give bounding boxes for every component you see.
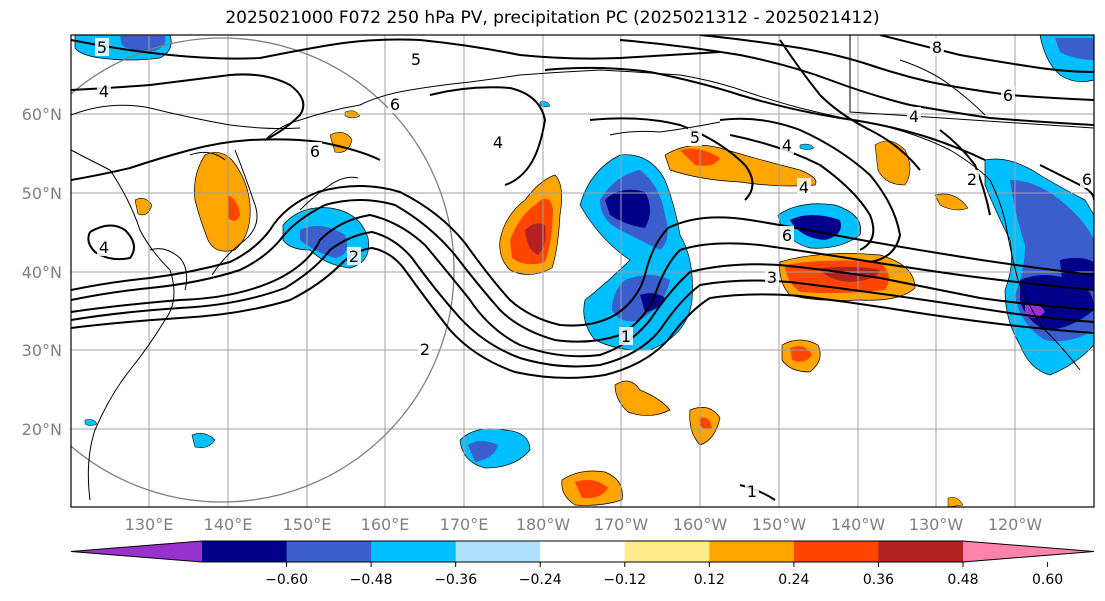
longitude-labels: 130°E 140°E 150°E 160°E 170°E 180°W 170°… [125,515,1043,534]
precip-anomaly-fills [74,35,1094,507]
contour-label: 2 [967,170,977,189]
colorbar-tick-label: −0.36 [434,572,477,588]
lon-label: 140°E [204,515,253,534]
region-box [849,35,1094,129]
contour-label: 1 [621,327,631,346]
colorbar-segment [286,541,372,562]
lon-label: 150°E [283,515,332,534]
map-background [71,35,1094,507]
colorbar-segment [540,541,626,562]
colorbar-tick-label: −0.48 [350,572,393,588]
colorbar-tick-label: 0.60 [1032,572,1063,588]
colorbar-segment [878,541,964,562]
colorbar-segment [793,541,879,562]
colorbar-tick-label: 0.48 [947,572,978,588]
colorbar-tick-label: −0.12 [603,572,646,588]
lat-label: 50°N [22,184,62,203]
pv-contours [71,35,1094,501]
lon-label: 170°W [594,515,649,534]
colorbar-segment [371,541,457,562]
lon-label: 120°W [988,515,1043,534]
latitude-labels: 60°N 50°N 40°N 30°N 20°N [22,105,62,439]
contour-label: 5 [97,38,107,57]
map-frame [70,34,1095,508]
colorbar-tick-label: 0.24 [778,572,809,588]
lon-label: 160°E [361,515,410,534]
contour-label: 4 [799,178,809,197]
contour-label: 4 [99,82,109,101]
lon-label: 130°W [909,515,964,534]
colorbar-tick-label: −0.60 [265,572,308,588]
contour-label: 6 [310,142,320,161]
lon-label: 170°E [440,515,489,534]
contour-label: 2 [349,247,359,266]
radius-circle [71,37,455,503]
colorbar-extend-high [963,541,1094,562]
contour-label: 5 [411,50,421,69]
colorbar-tick-label: −0.24 [519,572,562,588]
contour-label: 4 [909,107,919,126]
lat-label: 30°N [22,341,62,360]
lat-label: 20°N [22,420,62,439]
contour-label: 1 [747,482,757,501]
lon-label: 150°W [752,515,807,534]
contour-label: 8 [932,38,942,57]
thin-contours [71,104,301,161]
colorbar-segment [202,541,288,562]
map-title: 2025021000 F072 250 hPa PV, precipitatio… [225,8,880,28]
contour-label: 4 [493,133,503,152]
lon-label: 140°W [831,515,886,534]
contour-label: 3 [767,268,777,287]
colorbar-extend-low [71,541,202,562]
colorbar-segment [455,541,541,562]
contour-label: 2 [420,340,430,359]
lat-label: 60°N [22,105,62,124]
colorbar-tick-label: 0.36 [863,572,894,588]
colorbar-outline [70,540,1095,563]
contour-label: 6 [390,95,400,114]
contour-label: 4 [99,238,109,257]
contour-label: 6 [1003,86,1013,105]
lat-label: 40°N [22,263,62,282]
contour-label: 6 [1082,170,1092,189]
colorbar-segment [709,541,795,562]
contour-label: 5 [690,128,700,147]
colorbar-segment [624,541,710,562]
colorbar: −0.60 −0.48 −0.36 −0.24 −0.12 0.12 0.24 0.36 0.4… [70,540,1095,588]
lon-label: 130°E [125,515,174,534]
contour-label: 6 [782,226,792,245]
lon-label: 180°W [516,515,571,534]
contour-label: 4 [782,136,792,155]
lon-label: 160°W [673,515,728,534]
colorbar-tick-label: 0.12 [694,572,725,588]
contour-labels: 5 5 4 6 6 6 4 5 4 4 6 8 4 4 [95,38,1094,501]
